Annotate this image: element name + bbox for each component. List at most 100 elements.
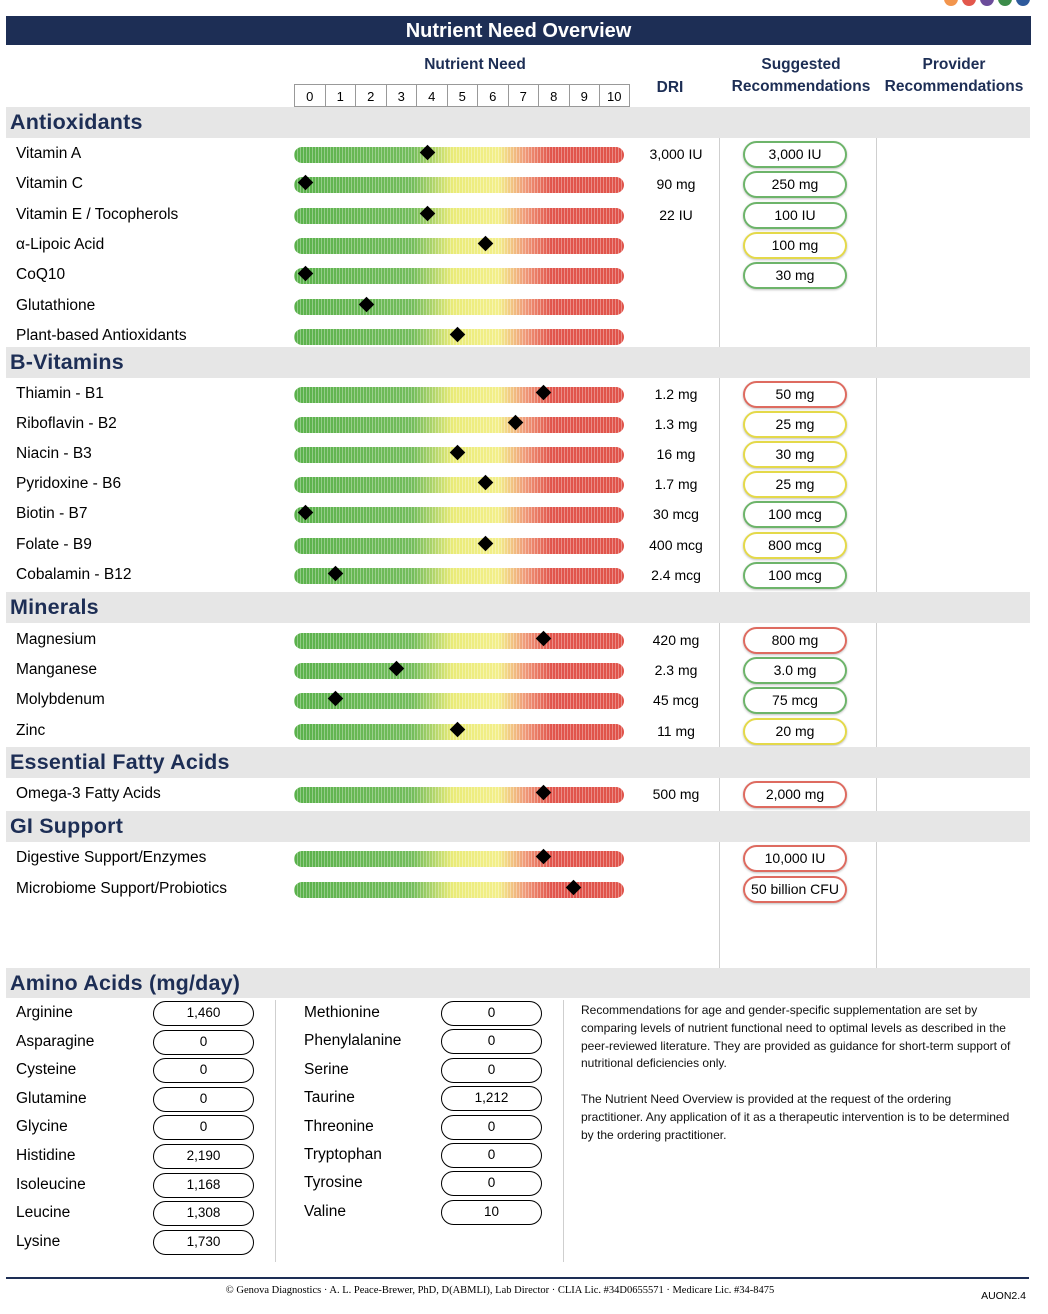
need-bar bbox=[294, 417, 624, 434]
section-header: Antioxidants bbox=[6, 107, 1030, 138]
brand-dot bbox=[980, 0, 994, 6]
brand-dot bbox=[944, 0, 958, 6]
suggested-recommendation: 100 mcg bbox=[743, 501, 847, 529]
need-bar bbox=[294, 537, 624, 554]
section-title: B-Vitamins bbox=[10, 350, 124, 374]
need-bar bbox=[294, 693, 624, 710]
disclaimer-note: The Nutrient Need Overview is provided a… bbox=[581, 1092, 1010, 1142]
need-bar bbox=[294, 663, 624, 680]
amino-acid-row: Isoleucine 1,168 bbox=[16, 1171, 258, 1199]
nutrient-name: Riboflavin - B2 bbox=[16, 415, 117, 433]
nutrient-row: Folate - B9 400 mcg 800 mcg bbox=[0, 530, 1048, 560]
amino-acid-row: Threonine 0 bbox=[304, 1113, 546, 1141]
scale-tick: 1 bbox=[324, 85, 355, 107]
amino-acid-value: 0 bbox=[441, 1114, 542, 1140]
nutrient-row: Manganese 2.3 mg 3.0 mg bbox=[0, 655, 1048, 685]
nutrient-name: Vitamin C bbox=[16, 175, 83, 193]
dri-value: 2.3 mg bbox=[654, 662, 698, 679]
brand-dots bbox=[944, 0, 1030, 6]
scale-tick: 5 bbox=[446, 85, 477, 107]
dri-value: 2.4 mcg bbox=[651, 566, 701, 583]
amino-acid-value: 0 bbox=[153, 1058, 254, 1084]
form-code: AUON2.4 bbox=[981, 1290, 1026, 1302]
dri-header: DRI bbox=[656, 79, 684, 96]
amino-acid-row: Asparagine 0 bbox=[16, 1028, 258, 1056]
amino-acid-name: Histidine bbox=[16, 1147, 76, 1164]
nutrient-name: Vitamin A bbox=[16, 145, 82, 162]
amino-acid-name: Valine bbox=[304, 1202, 346, 1220]
suggested-recommendation: 3,000 IU bbox=[743, 141, 847, 168]
need-bar bbox=[294, 787, 624, 803]
amino-acid-name: Asparagine bbox=[16, 1032, 95, 1050]
section-title: Minerals bbox=[10, 595, 99, 619]
amino-acid-name: Leucine bbox=[16, 1204, 71, 1222]
dri-value: 90 mg bbox=[656, 176, 696, 193]
column-divider-2 bbox=[876, 108, 877, 968]
suggested-recommendation: 50 mg bbox=[743, 381, 847, 408]
scale-tick: 4 bbox=[416, 85, 447, 107]
amino-acid-name: Threonine bbox=[304, 1117, 374, 1135]
nutrient-name: Vitamin E / Tocopherols bbox=[16, 205, 179, 223]
section-header: GI Support bbox=[6, 811, 1030, 842]
provider-header-line1: Provider bbox=[922, 56, 986, 73]
amino-acid-value: 0 bbox=[441, 1001, 542, 1026]
dri-value: 1.3 mg bbox=[654, 416, 698, 433]
amino-acid-value: 0 bbox=[441, 1057, 542, 1083]
suggested-recommendation: 100 mg bbox=[743, 231, 847, 259]
need-bar bbox=[294, 387, 624, 403]
brand-dot bbox=[1016, 0, 1030, 6]
amino-acid-name: Cysteine bbox=[16, 1061, 77, 1079]
suggested-recommendation: 25 mg bbox=[743, 471, 847, 499]
amino-acid-name: Serine bbox=[304, 1060, 349, 1078]
amino-acid-row: Glycine 0 bbox=[16, 1113, 258, 1141]
suggested-header: Suggested Recommendations bbox=[722, 54, 880, 98]
need-bar bbox=[294, 147, 624, 163]
nutrient-name: Pyridoxine - B6 bbox=[16, 475, 122, 493]
nutrient-row: Biotin - B7 30 mcg 100 mcg bbox=[0, 499, 1048, 529]
scale-tick: 2 bbox=[355, 85, 386, 107]
suggested-header-line1: Suggested bbox=[761, 56, 841, 73]
amino-acids-header: Amino Acids (mg/day) bbox=[6, 968, 1030, 998]
amino-acid-name: Phenylalanine bbox=[304, 1032, 402, 1050]
nutrient-row: Vitamin A 3,000 IU 3,000 IU bbox=[0, 139, 1048, 169]
nutrient-name: Folate - B9 bbox=[16, 535, 92, 553]
brand-dot bbox=[962, 0, 976, 6]
dri-value: 1.2 mg bbox=[654, 386, 698, 402]
need-bar bbox=[294, 633, 624, 649]
nutrient-row: CoQ10 30 mg bbox=[0, 260, 1048, 290]
nutrient-name: Thiamin - B1 bbox=[16, 385, 104, 402]
amino-acid-row: Leucine 1,308 bbox=[16, 1199, 258, 1227]
nutrient-name: Microbiome Support/Probiotics bbox=[16, 880, 228, 897]
nutrient-name: Molybdenum bbox=[16, 691, 105, 709]
scale-tick: 7 bbox=[507, 85, 538, 107]
suggested-recommendation: 30 mg bbox=[743, 441, 847, 469]
amino-acid-value: 0 bbox=[153, 1029, 254, 1055]
nutrient-row: Zinc 11 mg 20 mg bbox=[0, 716, 1048, 746]
nutrient-name: α-Lipoic Acid bbox=[16, 235, 105, 253]
nutrient-need-header: Nutrient Need bbox=[424, 56, 526, 73]
amino-acid-row: Serine 0 bbox=[304, 1056, 546, 1084]
suggested-recommendation: 800 mcg bbox=[743, 531, 847, 559]
need-bar bbox=[294, 882, 624, 898]
nutrient-row: Cobalamin - B12 2.4 mcg 100 mcg bbox=[0, 560, 1048, 590]
need-bar bbox=[294, 851, 624, 867]
nutrient-row: Digestive Support/Enzymes 10,000 IU bbox=[0, 843, 1048, 873]
dri-value: 1.7 mg bbox=[654, 476, 698, 493]
dri-value: 45 mcg bbox=[653, 692, 699, 709]
need-bar bbox=[294, 207, 624, 224]
scale-tick: 3 bbox=[385, 85, 416, 107]
scale-tick: 0 bbox=[294, 85, 325, 107]
amino-acid-name: Glutamine bbox=[16, 1089, 87, 1107]
amino-acid-row: Cysteine 0 bbox=[16, 1056, 258, 1084]
amino-acid-row: Phenylalanine 0 bbox=[304, 1027, 546, 1055]
footer-rule bbox=[6, 1277, 1029, 1279]
suggested-recommendation: 100 mcg bbox=[743, 561, 847, 589]
amino-acid-value: 1,730 bbox=[153, 1229, 254, 1255]
nutrient-row: Glutathione bbox=[0, 291, 1048, 321]
provider-header-line2: Recommendations bbox=[884, 78, 1024, 95]
amino-acid-value: 1,460 bbox=[153, 1001, 254, 1026]
amino-acid-value: 0 bbox=[153, 1115, 254, 1141]
suggested-recommendation: 3.0 mg bbox=[743, 657, 847, 685]
amino-acid-value: 1,308 bbox=[153, 1201, 254, 1227]
nutrient-row: Pyridoxine - B6 1.7 mg 25 mg bbox=[0, 469, 1048, 499]
